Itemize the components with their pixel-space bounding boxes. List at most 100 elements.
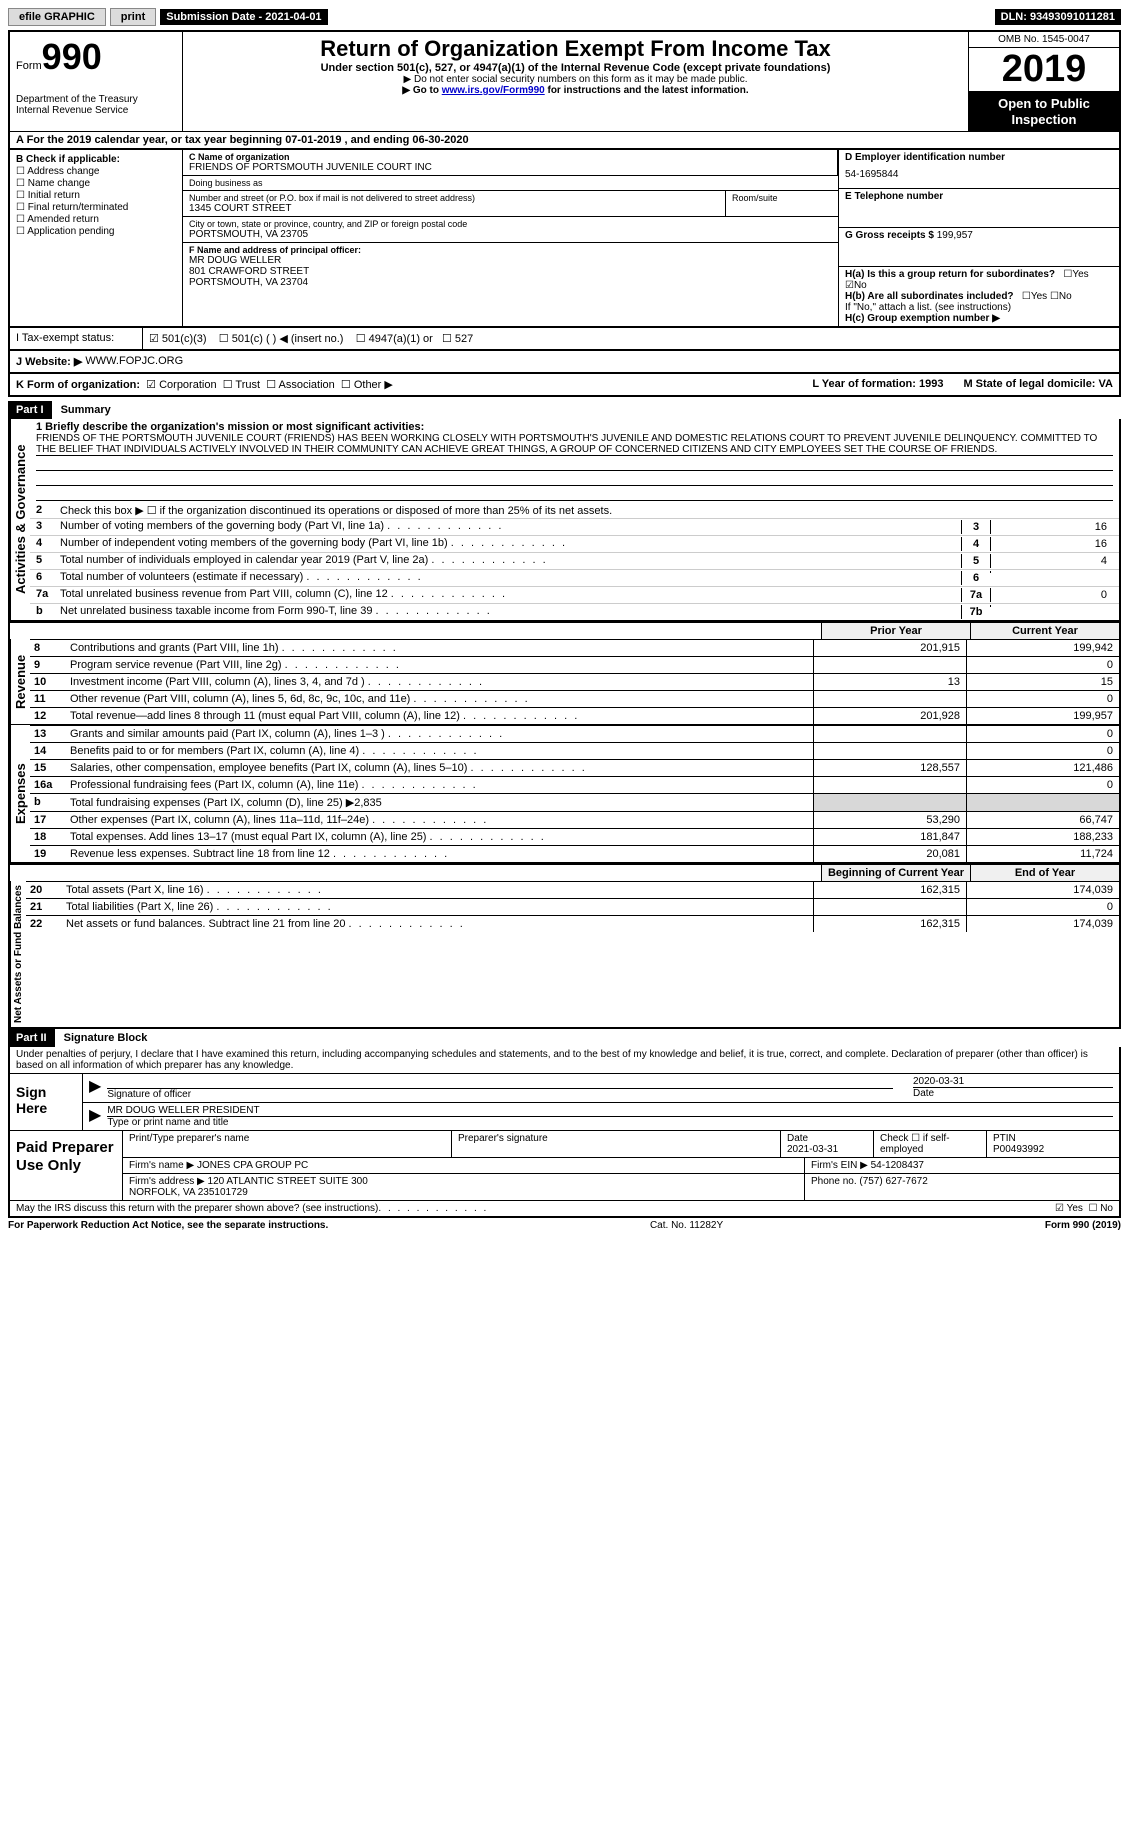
chk-assoc[interactable]: ☐ Association bbox=[266, 379, 335, 391]
efile-button[interactable]: efile GRAPHIC bbox=[8, 8, 106, 26]
chk-initial-return[interactable]: ☐ Initial return bbox=[16, 190, 176, 201]
gov-line: bNet unrelated business taxable income f… bbox=[30, 603, 1119, 620]
footer-cat: Cat. No. 11282Y bbox=[650, 1220, 723, 1231]
omb-number: OMB No. 1545-0047 bbox=[969, 32, 1119, 48]
h-b: H(b) Are all subordinates included? ☐Yes… bbox=[845, 291, 1113, 302]
open-to-public: Open to Public Inspection bbox=[969, 92, 1119, 131]
subtitle-3: ▶ Go to www.irs.gov/Form990 for instruct… bbox=[189, 85, 962, 96]
part-i-title: Summary bbox=[61, 404, 111, 416]
subtitle-1: Under section 501(c), 527, or 4947(a)(1)… bbox=[189, 62, 962, 74]
ptin: PTINP00493992 bbox=[987, 1131, 1119, 1157]
firm-name: JONES CPA GROUP PC bbox=[197, 1160, 308, 1171]
gross-receipts: 199,957 bbox=[937, 230, 973, 241]
gov-line: 6Total number of volunteers (estimate if… bbox=[30, 569, 1119, 586]
declaration-text: Under penalties of perjury, I declare th… bbox=[10, 1047, 1119, 1074]
finance-line: 8Contributions and grants (Part VIII, li… bbox=[30, 639, 1119, 656]
box-d: D Employer identification number 54-1695… bbox=[838, 150, 1119, 326]
irs-link[interactable]: www.irs.gov/Form990 bbox=[442, 85, 545, 96]
chk-corp[interactable]: ☑ Corporation bbox=[146, 379, 216, 391]
finance-line: 19Revenue less expenses. Subtract line 1… bbox=[30, 845, 1119, 862]
website-row: J Website: ▶ WWW.FOPJC.ORG bbox=[8, 351, 1121, 374]
gov-line: 4Number of independent voting members of… bbox=[30, 535, 1119, 552]
net-header: Beginning of Current Year End of Year bbox=[10, 863, 1119, 881]
form-number: Form990 bbox=[16, 36, 176, 78]
gov-line: 3Number of voting members of the governi… bbox=[30, 518, 1119, 535]
finance-line: 10Investment income (Part VIII, column (… bbox=[30, 673, 1119, 690]
sig-officer-line: Signature of officer bbox=[107, 1088, 893, 1100]
page-title: Return of Organization Exempt From Incom… bbox=[189, 36, 962, 62]
discuss-yes[interactable]: ☑ Yes bbox=[1055, 1203, 1083, 1214]
subtitle-2: ▶ Do not enter social security numbers o… bbox=[189, 74, 962, 85]
signature-arrow-icon: ▶ bbox=[89, 1076, 101, 1100]
top-bar: efile GRAPHIC print Submission Date - 20… bbox=[8, 8, 1121, 26]
year-formation: L Year of formation: 1993 bbox=[812, 378, 943, 391]
firm-ein: 54-1208437 bbox=[871, 1160, 924, 1171]
finance-line: 14Benefits paid to or for members (Part … bbox=[30, 742, 1119, 759]
name-arrow-icon: ▶ bbox=[89, 1105, 101, 1128]
finance-line: 15Salaries, other compensation, employee… bbox=[30, 759, 1119, 776]
org-name: FRIENDS OF PORTSMOUTH JUVENILE COURT INC bbox=[189, 162, 831, 173]
finance-line: bTotal fundraising expenses (Part IX, co… bbox=[30, 793, 1119, 811]
chk-527[interactable]: ☐ 527 bbox=[442, 333, 473, 345]
self-employed-chk[interactable]: Check ☐ if self-employed bbox=[874, 1131, 987, 1157]
submission-date: Submission Date - 2021-04-01 bbox=[160, 9, 327, 25]
chk-4947[interactable]: ☐ 4947(a)(1) or bbox=[356, 333, 433, 345]
finance-line: 11Other revenue (Part VIII, column (A), … bbox=[30, 690, 1119, 707]
finance-line: 21Total liabilities (Part X, line 26) 0 bbox=[26, 898, 1119, 915]
form-org-row: K Form of organization: ☑ Corporation ☐ … bbox=[8, 374, 1121, 397]
gov-line: 2Check this box ▶ ☐ if the organization … bbox=[30, 503, 1119, 518]
footer-left: For Paperwork Reduction Act Notice, see … bbox=[8, 1220, 328, 1231]
tax-year: 2019 bbox=[969, 48, 1119, 92]
finance-line: 13Grants and similar amounts paid (Part … bbox=[30, 725, 1119, 742]
city-value: PORTSMOUTH, VA 23705 bbox=[189, 229, 832, 240]
preparer-name-hdr: Print/Type preparer's name bbox=[123, 1131, 452, 1157]
chk-name-change[interactable]: ☐ Name change bbox=[16, 178, 176, 189]
tax-status-row: I Tax-exempt status: ☑ 501(c)(3) ☐ 501(c… bbox=[8, 328, 1121, 351]
h-b-note: If "No," attach a list. (see instruction… bbox=[845, 302, 1113, 313]
box-b: B Check if applicable: ☐ Address change … bbox=[10, 150, 183, 326]
box-c: C Name of organization FRIENDS OF PORTSM… bbox=[183, 150, 838, 326]
form-header: Form990 Department of the Treasury Inter… bbox=[8, 30, 1121, 131]
chk-address-change[interactable]: ☐ Address change bbox=[16, 166, 176, 177]
paid-preparer-label: Paid Preparer Use Only bbox=[10, 1131, 123, 1200]
side-expenses: Expenses bbox=[10, 725, 30, 862]
chk-final-return[interactable]: ☐ Final return/terminated bbox=[16, 202, 176, 213]
preparer-sig-hdr: Preparer's signature bbox=[452, 1131, 781, 1157]
chk-trust[interactable]: ☐ Trust bbox=[223, 379, 260, 391]
ein-value: 54-1695844 bbox=[845, 169, 1113, 180]
gov-line: 7aTotal unrelated business revenue from … bbox=[30, 586, 1119, 603]
chk-application[interactable]: ☐ Application pending bbox=[16, 226, 176, 237]
mission-text: FRIENDS OF THE PORTSMOUTH JUVENILE COURT… bbox=[36, 433, 1113, 456]
print-button[interactable]: print bbox=[110, 8, 156, 26]
finance-line: 22Net assets or fund balances. Subtract … bbox=[26, 915, 1119, 932]
website-value: WWW.FOPJC.ORG bbox=[85, 355, 183, 368]
chk-501c[interactable]: ☐ 501(c) ( ) ◀ (insert no.) bbox=[219, 333, 344, 345]
side-net: Net Assets or Fund Balances bbox=[10, 881, 26, 1027]
finance-line: 12Total revenue—add lines 8 through 11 (… bbox=[30, 707, 1119, 724]
h-a: H(a) Is this a group return for subordin… bbox=[845, 269, 1113, 291]
firm-phone: (757) 627-7672 bbox=[859, 1176, 927, 1187]
mission-block: 1 Briefly describe the organization's mi… bbox=[30, 419, 1119, 503]
officer-value: MR DOUG WELLER 801 CRAWFORD STREET PORTS… bbox=[189, 255, 832, 288]
discuss-no[interactable]: ☐ No bbox=[1088, 1203, 1113, 1214]
part-ii-title: Signature Block bbox=[64, 1032, 148, 1044]
chk-501c3[interactable]: ☑ 501(c)(3) bbox=[149, 333, 207, 345]
header-grid: B Check if applicable: ☐ Address change … bbox=[8, 150, 1121, 328]
h-c: H(c) Group exemption number ▶ bbox=[845, 313, 1113, 324]
part-i-header: Part I bbox=[8, 401, 52, 419]
part-ii-header: Part II bbox=[8, 1029, 55, 1047]
footer-right: Form 990 (2019) bbox=[1045, 1220, 1121, 1231]
finance-line: 9Program service revenue (Part VIII, lin… bbox=[30, 656, 1119, 673]
side-governance: Activities & Governance bbox=[10, 419, 30, 620]
dept-label: Department of the Treasury Internal Reve… bbox=[16, 94, 176, 116]
finance-line: 20Total assets (Part X, line 16) 162,315… bbox=[26, 881, 1119, 898]
state-domicile: M State of legal domicile: VA bbox=[963, 378, 1113, 391]
chk-amended[interactable]: ☐ Amended return bbox=[16, 214, 176, 225]
chk-other[interactable]: ☐ Other ▶ bbox=[341, 379, 393, 391]
calendar-year-line: A For the 2019 calendar year, or tax yea… bbox=[8, 131, 1121, 150]
finance-header: Prior Year Current Year bbox=[10, 621, 1119, 639]
sign-here-label: Sign Here bbox=[10, 1074, 83, 1130]
discuss-line: May the IRS discuss this return with the… bbox=[10, 1200, 1119, 1216]
side-revenue: Revenue bbox=[10, 639, 30, 724]
street-value: 1345 COURT STREET bbox=[189, 203, 719, 214]
